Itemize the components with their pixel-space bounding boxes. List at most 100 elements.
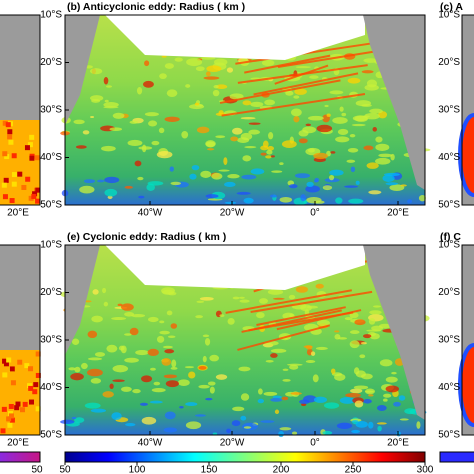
- eddy-patch: [199, 296, 214, 301]
- eddy-patch: [377, 425, 382, 432]
- left-cell: [35, 406, 41, 412]
- eddy-patch: [385, 376, 398, 383]
- eddy-patch: [361, 70, 374, 74]
- eddy-patch: [261, 59, 275, 66]
- left-cell: [17, 171, 23, 177]
- eddy-patch: [111, 317, 127, 321]
- eddy-patch: [334, 334, 341, 340]
- right-lat-label: 10°S: [438, 240, 460, 251]
- eddy-patch: [206, 71, 211, 77]
- eddy-patch: [267, 146, 275, 151]
- eddy-patch: [109, 127, 123, 132]
- eddy-patch: [73, 119, 85, 125]
- eddy-track: [221, 93, 366, 117]
- eddy-patch: [132, 388, 141, 394]
- eddy-patch: [215, 135, 226, 139]
- eddy-patch: [177, 379, 190, 386]
- eddy-patch: [260, 152, 267, 156]
- eddy-patch: [90, 408, 107, 413]
- left-cell: [35, 372, 41, 378]
- eddy-patch: [161, 55, 167, 58]
- eddy-patch: [282, 379, 291, 382]
- eddy-patch: [313, 152, 328, 160]
- eddy-patch: [337, 337, 348, 340]
- eddy-patch: [242, 422, 258, 431]
- eddy-patch: [385, 385, 399, 393]
- eddy-patch: [279, 196, 293, 203]
- eddy-patch: [355, 180, 360, 185]
- eddy-patch: [418, 194, 426, 202]
- eddy-patch: [209, 386, 215, 394]
- eddy-patch: [86, 368, 103, 377]
- eddy-patch: [313, 396, 328, 403]
- eddy-patch: [266, 149, 273, 155]
- eddy-patch: [294, 88, 307, 95]
- eddy-patch: [281, 140, 297, 149]
- eddy-patch: [354, 319, 366, 326]
- left-lon-label: 20°E: [7, 438, 29, 449]
- right-field: [458, 113, 474, 197]
- eddy-patch: [336, 422, 353, 429]
- eddy-patch: [195, 315, 203, 319]
- left-field: [0, 120, 40, 205]
- colorbar-label: 100: [129, 465, 146, 474]
- eddy-patch: [290, 392, 302, 395]
- eddy-patch: [84, 402, 101, 409]
- eddy-patch: [316, 319, 330, 327]
- eddy-patch: [264, 99, 276, 106]
- eddy-patch: [376, 405, 387, 411]
- eddy-patch: [87, 357, 103, 361]
- eddy-patch: [383, 172, 400, 177]
- eddy-patch: [206, 148, 215, 151]
- eddy-patch: [250, 168, 265, 175]
- eddy-patch: [226, 67, 234, 73]
- eddy-patch: [104, 176, 120, 184]
- eddy-patch: [60, 419, 75, 425]
- eddy-patch: [271, 170, 283, 173]
- eddy-patch: [330, 151, 336, 154]
- eddy-patch: [244, 145, 257, 149]
- eddy-patch: [240, 132, 253, 141]
- eddy-patch: [112, 364, 129, 373]
- left-cell: [3, 177, 9, 183]
- eddy-patch: [158, 127, 165, 134]
- eddy-patch: [383, 393, 392, 398]
- eddy-patch: [353, 385, 369, 390]
- eddy-patch: [240, 415, 247, 421]
- eddy-patch: [181, 131, 189, 139]
- eddy-patch: [163, 345, 173, 349]
- eddy-patch: [202, 334, 210, 338]
- eddy-patch: [211, 172, 223, 180]
- right-colorbar: [439, 451, 474, 463]
- eddy-patch: [196, 126, 210, 134]
- eddy-track: [237, 324, 331, 351]
- eddy-patch: [213, 84, 219, 89]
- lon-label: 40°W: [138, 208, 163, 219]
- eddy-patch: [118, 345, 125, 351]
- eddy-patch: [203, 76, 220, 80]
- eddy-patch: [92, 289, 99, 295]
- left-cell: [6, 357, 12, 363]
- eddy-patch: [239, 299, 250, 303]
- eddy-patch: [385, 182, 399, 186]
- eddy-patch: [288, 294, 296, 300]
- eddy-patch: [185, 402, 198, 407]
- eddy-patch: [112, 379, 125, 383]
- eddy-patch: [315, 283, 324, 289]
- left-cell: [34, 155, 40, 161]
- eddy-patch: [396, 431, 402, 437]
- eddy-patch: [151, 140, 160, 146]
- lat-label: 20°S: [40, 287, 62, 298]
- left-cell: [35, 351, 41, 357]
- eddy-patch: [117, 303, 123, 307]
- eddy-patch: [349, 340, 360, 349]
- eddy-patch: [363, 399, 372, 404]
- eddy-patch: [250, 101, 264, 108]
- eddy-patch: [231, 420, 241, 427]
- eddy-patch: [120, 386, 132, 392]
- left-cell: [28, 366, 34, 372]
- eddy-patch: [322, 430, 333, 435]
- eddy-patch: [124, 185, 133, 189]
- eddy-patch: [305, 360, 316, 363]
- eddy-patch: [179, 405, 184, 409]
